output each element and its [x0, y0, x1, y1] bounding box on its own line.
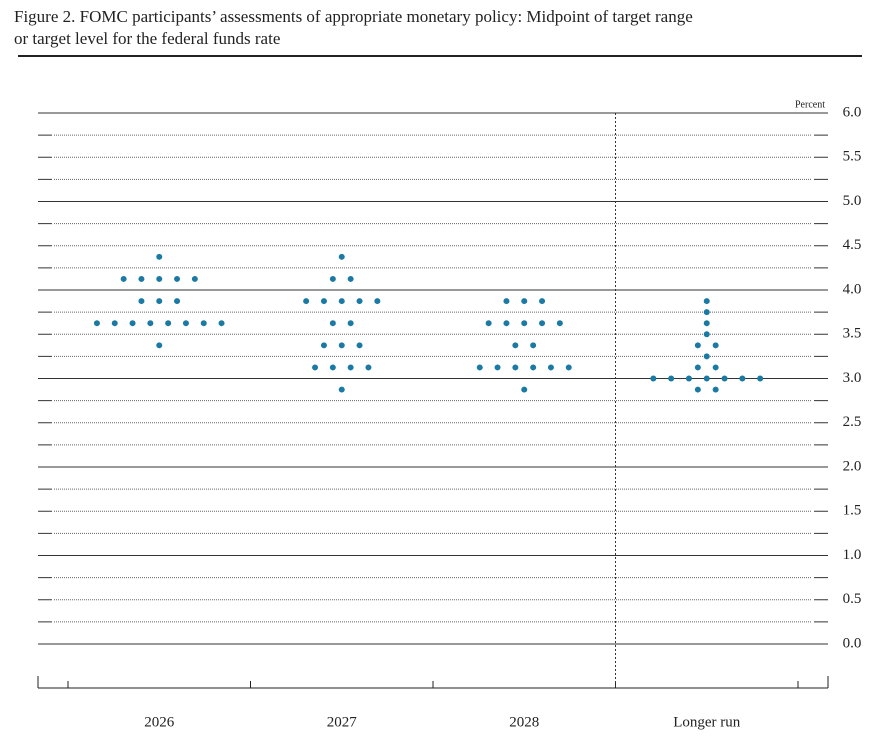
dot [93, 320, 100, 327]
dot [156, 342, 163, 349]
dot [329, 364, 336, 371]
y-tick-label: 3.5 [843, 326, 862, 342]
dot [694, 342, 701, 349]
y-tick-label: 0.5 [843, 591, 862, 607]
dot [338, 386, 345, 393]
dot [685, 375, 692, 382]
dot [530, 364, 537, 371]
dot [712, 342, 719, 349]
y-tick-label: 2.0 [843, 458, 862, 474]
dot [129, 320, 136, 327]
y-tick-label: 0.0 [843, 635, 862, 651]
dot [494, 364, 501, 371]
dot [703, 320, 710, 327]
x-tick-label: 2028 [509, 714, 539, 730]
chart-title: Figure 2. FOMC participants’ assessments… [14, 7, 693, 26]
dot [138, 275, 145, 282]
dot [521, 386, 528, 393]
dot [174, 275, 181, 282]
dot [347, 275, 354, 282]
dot [512, 364, 519, 371]
dot [120, 275, 127, 282]
y-tick-label: 4.5 [843, 237, 862, 253]
dot [694, 386, 701, 393]
dot [712, 386, 719, 393]
y-tick-label: 2.5 [843, 414, 862, 430]
dot [703, 309, 710, 316]
dot [703, 375, 710, 382]
dot [356, 298, 363, 305]
dot [503, 320, 510, 327]
dot [111, 320, 118, 327]
dot [703, 298, 710, 305]
y-tick-label: 6.0 [843, 104, 862, 120]
dot [138, 298, 145, 305]
dot [200, 320, 207, 327]
dot [147, 320, 154, 327]
dot [374, 298, 381, 305]
dot [521, 298, 528, 305]
dot [174, 298, 181, 305]
dot [556, 320, 563, 327]
dot [329, 275, 336, 282]
dot [503, 298, 510, 305]
x-tick-label: 2027 [327, 714, 358, 730]
dot [156, 298, 163, 305]
dot [547, 364, 554, 371]
dot [703, 353, 710, 360]
dot [703, 331, 710, 338]
dot [347, 364, 354, 371]
dot [521, 320, 528, 327]
y-axis-label: Percent [795, 99, 825, 110]
dot [565, 364, 572, 371]
y-tick-label: 5.0 [843, 193, 862, 209]
dot [365, 364, 372, 371]
dot [485, 320, 492, 327]
dot [320, 298, 327, 305]
dot [757, 375, 764, 382]
dot [721, 375, 728, 382]
dot [156, 275, 163, 282]
dot [338, 253, 345, 260]
dot [191, 275, 198, 282]
dot [320, 342, 327, 349]
dot [182, 320, 189, 327]
dot [312, 364, 319, 371]
dot [539, 298, 546, 305]
dot [694, 364, 701, 371]
chart-title: or target level for the federal funds ra… [14, 29, 280, 48]
y-tick-label: 4.0 [843, 281, 862, 297]
dot [338, 298, 345, 305]
dot [165, 320, 172, 327]
dot [539, 320, 546, 327]
dot [476, 364, 483, 371]
dot [739, 375, 746, 382]
dot [650, 375, 657, 382]
dot [329, 320, 336, 327]
dot [668, 375, 675, 382]
dot [347, 320, 354, 327]
y-tick-label: 3.0 [843, 370, 862, 386]
dot [356, 342, 363, 349]
dot [303, 298, 310, 305]
dot [512, 342, 519, 349]
dot [530, 342, 537, 349]
y-tick-label: 5.5 [843, 149, 862, 165]
dot [218, 320, 225, 327]
x-tick-label: Longer run [673, 714, 741, 730]
dot [712, 364, 719, 371]
y-tick-label: 1.0 [843, 547, 862, 563]
x-tick-label: 2026 [144, 714, 175, 730]
dot [338, 342, 345, 349]
dot [156, 253, 163, 260]
y-tick-label: 1.5 [843, 503, 862, 519]
